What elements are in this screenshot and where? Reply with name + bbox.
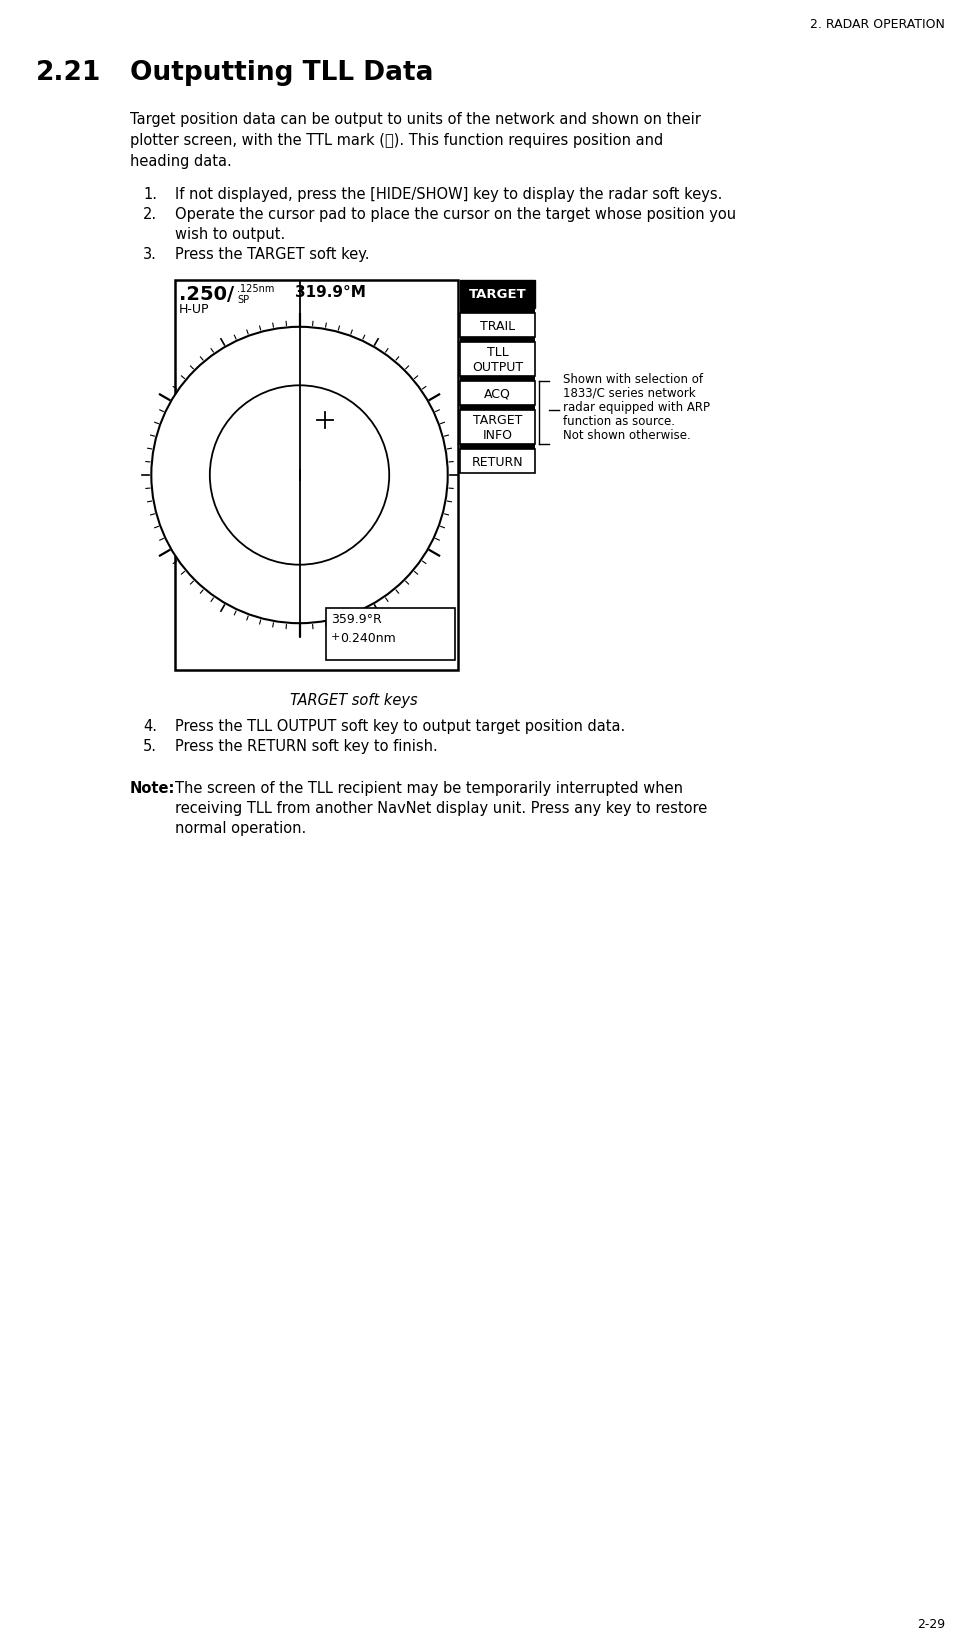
Bar	[460, 382, 535, 406]
Text: If not displayed, press the [HIDE/SHOW] key to display the radar soft keys.: If not displayed, press the [HIDE/SHOW] …	[175, 188, 722, 202]
Text: 359.9°R: 359.9°R	[331, 612, 382, 625]
Text: Target position data can be output to units of the network and shown on their: Target position data can be output to un…	[130, 113, 701, 127]
Text: Outputting TLL Data: Outputting TLL Data	[130, 60, 434, 86]
Bar	[460, 446, 535, 450]
Text: 319.9°M: 319.9°M	[295, 286, 365, 300]
Bar	[460, 281, 535, 308]
Text: TRAIL: TRAIL	[480, 320, 515, 333]
Text: 0.240nm: 0.240nm	[340, 632, 396, 645]
Bar	[460, 338, 535, 343]
Text: Not shown otherwise.: Not shown otherwise.	[563, 429, 691, 442]
Text: receiving TLL from another NavNet display unit. Press any key to restore: receiving TLL from another NavNet displa…	[175, 801, 708, 816]
Bar	[175, 281, 458, 671]
Text: SP: SP	[237, 295, 249, 305]
Text: plotter screen, with the TTL mark (Ⓧ). This function requires position and: plotter screen, with the TTL mark (Ⓧ). T…	[130, 132, 663, 149]
Text: 1.: 1.	[143, 188, 157, 202]
Text: Press the TLL OUTPUT soft key to output target position data.: Press the TLL OUTPUT soft key to output …	[175, 718, 625, 733]
Text: Press the RETURN soft key to finish.: Press the RETURN soft key to finish.	[175, 739, 437, 754]
Text: Note:: Note:	[130, 780, 175, 795]
Text: normal operation.: normal operation.	[175, 821, 306, 836]
Text: 1833/C series network: 1833/C series network	[563, 387, 696, 400]
Text: Operate the cursor pad to place the cursor on the target whose position you: Operate the cursor pad to place the curs…	[175, 207, 736, 222]
Text: Shown with selection of: Shown with selection of	[563, 372, 703, 385]
Text: TARGET
INFO: TARGET INFO	[472, 415, 522, 442]
Bar	[460, 411, 535, 446]
Bar	[460, 406, 535, 411]
Circle shape	[152, 328, 448, 623]
Bar	[460, 343, 535, 377]
Text: RETURN: RETURN	[471, 455, 523, 468]
Text: 2. RADAR OPERATION: 2. RADAR OPERATION	[810, 18, 945, 31]
Text: 4.: 4.	[143, 718, 157, 733]
Text: +: +	[331, 632, 340, 641]
Text: H-UP: H-UP	[179, 304, 210, 317]
Bar	[460, 313, 535, 338]
Text: 2.21: 2.21	[36, 60, 101, 86]
Bar	[460, 377, 535, 382]
Text: 5.: 5.	[143, 739, 157, 754]
Bar	[327, 609, 455, 661]
Text: TLL
OUTPUT: TLL OUTPUT	[472, 346, 523, 374]
Text: Press the TARGET soft key.: Press the TARGET soft key.	[175, 246, 369, 261]
Text: 3.: 3.	[143, 246, 156, 261]
Text: The screen of the TLL recipient may be temporarily interrupted when: The screen of the TLL recipient may be t…	[175, 780, 683, 795]
Text: .125nm: .125nm	[237, 284, 274, 294]
Text: radar equipped with ARP: radar equipped with ARP	[563, 401, 710, 415]
Text: function as source.: function as source.	[563, 415, 675, 428]
Text: .250/: .250/	[179, 286, 234, 304]
Text: 2-29: 2-29	[917, 1617, 945, 1630]
Text: ACQ: ACQ	[484, 387, 511, 400]
Text: heading data.: heading data.	[130, 153, 231, 168]
Text: wish to output.: wish to output.	[175, 227, 285, 242]
Text: 2.: 2.	[143, 207, 157, 222]
Text: TARGET: TARGET	[469, 289, 527, 302]
Bar	[460, 450, 535, 473]
Bar	[460, 308, 535, 313]
Text: TARGET soft keys: TARGET soft keys	[291, 692, 418, 708]
Circle shape	[210, 387, 389, 565]
